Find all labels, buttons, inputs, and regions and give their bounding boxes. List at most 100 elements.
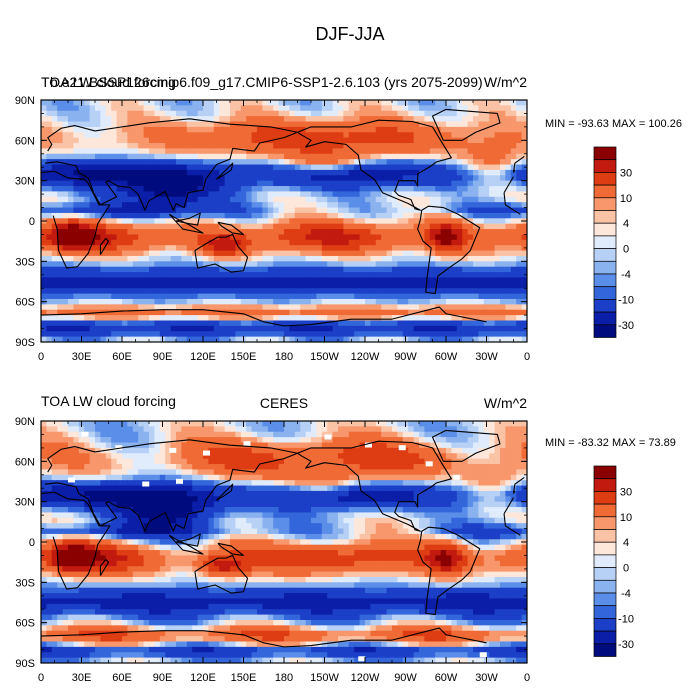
colorbar-box [593, 248, 617, 262]
colorbar-box [593, 529, 617, 543]
lon-tick-label: 90W [394, 672, 417, 684]
colorbar-box [593, 643, 617, 657]
colorbar: 30 10 4 0 -4 -10 -30 [593, 146, 634, 338]
lon-tick-label: 30E [72, 672, 92, 684]
lon-tick-label: 120E [190, 672, 216, 684]
lat-tick-label: 90S [15, 337, 35, 349]
colorbar-box [593, 197, 617, 211]
colorbar-label: -4 [621, 269, 631, 281]
lat-tick-label: 60S [15, 297, 35, 309]
panel-left-title: TOA LW cloud forcing [41, 74, 176, 90]
colorbar-label: 10 [620, 512, 632, 524]
lat-tick-label: 60N [15, 456, 35, 468]
lat-tick-label: 0 [29, 216, 35, 228]
lat-tick-label: 30S [15, 256, 35, 268]
colorbar-label: -30 [618, 639, 634, 651]
colorbar-box [593, 235, 617, 249]
colorbar-label: -4 [621, 588, 631, 600]
lon-tick-label: 90E [153, 351, 173, 363]
lon-tick-label: 0 [38, 672, 44, 684]
lon-tick-label: 30W [475, 351, 498, 363]
colorbar-box [593, 592, 617, 607]
lon-tick-label: 30E [72, 351, 92, 363]
lat-tick-label: 30S [15, 577, 35, 589]
lat-tick-label: 90S [15, 658, 35, 670]
lon-tick-label: 90W [394, 351, 417, 363]
colorbar-box [593, 311, 617, 326]
colorbar-box [593, 146, 617, 161]
colorbar-box [593, 567, 617, 581]
colorbar-box [593, 503, 617, 518]
lon-tick-label: 120W [351, 351, 380, 363]
lon-tick-label: 120W [351, 672, 380, 684]
colorbar-box [593, 516, 617, 530]
colorbar-label: 4 [623, 537, 629, 549]
colorbar-label: 10 [620, 193, 632, 205]
lat-tick-label: 0 [29, 537, 35, 549]
colorbar-box [593, 172, 617, 186]
colorbar: 30 10 4 0 -4 -10 -30 [593, 465, 634, 657]
colorbar-label: 30 [620, 167, 632, 179]
colorbar-box [593, 222, 617, 237]
lon-tick-label: 60W [435, 672, 458, 684]
lon-tick-label: 0 [524, 351, 530, 363]
colorbar-box [593, 541, 617, 556]
lat-tick-label: 60N [15, 135, 35, 147]
panel-model: TOA LW cloud forcing b.e21.BSSP126cmip6.… [15, 74, 682, 363]
lon-tick-label: 60E [112, 672, 132, 684]
lon-tick-label: 150W [310, 351, 339, 363]
colorbar-box [593, 210, 617, 224]
lon-tick-label: 150E [231, 672, 257, 684]
colorbar-label: 0 [623, 244, 629, 256]
panel-units: W/m^2 [484, 74, 527, 90]
colorbar-box [593, 491, 617, 505]
lon-tick-label: 60W [435, 351, 458, 363]
filled-contours [41, 421, 527, 663]
lon-tick-label: 120E [190, 351, 216, 363]
panel-stats: MIN = -83.32 MAX = 73.89 [545, 437, 676, 449]
colorbar-box [593, 630, 617, 645]
colorbar-box [593, 299, 617, 313]
colorbar-box [593, 554, 617, 568]
lat-tick-label: 90N [15, 95, 35, 107]
lat-tick-label: 60S [15, 618, 35, 630]
lon-tick-label: 90E [153, 672, 173, 684]
coastlines [41, 429, 525, 663]
colorbar-box [593, 605, 617, 619]
panel-left-title: TOA LW cloud forcing [41, 393, 176, 409]
coastlines [41, 108, 525, 342]
filled-contours [41, 100, 527, 342]
lon-tick-label: 60E [112, 351, 132, 363]
figure-title: DJF-JJA [316, 24, 385, 44]
colorbar-box [593, 579, 617, 594]
lon-tick-label: 0 [38, 351, 44, 363]
panel-obs: TOA LW cloud forcing CERES W/m^2 MIN = -… [15, 393, 676, 684]
lat-tick-label: 30N [15, 176, 35, 188]
lon-tick-label: 180 [275, 351, 293, 363]
lon-tick-label: 180 [275, 672, 293, 684]
colorbar-label: 30 [620, 486, 632, 498]
lat-tick-label: 30N [15, 497, 35, 509]
lon-tick-label: 30W [475, 672, 498, 684]
colorbar-box [593, 184, 617, 199]
panel-stats: MIN = -93.63 MAX = 100.26 [545, 118, 682, 130]
colorbar-box [593, 465, 617, 480]
colorbar-label: -30 [618, 320, 634, 332]
colorbar-box [593, 159, 617, 173]
lon-tick-label: 150E [231, 351, 257, 363]
colorbar-box [593, 618, 617, 632]
lat-tick-label: 90N [15, 416, 35, 428]
panel-overlap-title: b.e21.BSSP126cmip6.f09_g17.CMIP6-SSP1-2.… [50, 74, 483, 90]
lon-tick-label: 0 [524, 672, 530, 684]
panel-center-title: CERES [260, 395, 308, 411]
panel-units: W/m^2 [484, 395, 527, 411]
colorbar-label: -10 [618, 294, 634, 306]
colorbar-box [593, 324, 617, 338]
lon-tick-label: 150W [310, 672, 339, 684]
colorbar-box [593, 260, 617, 275]
colorbar-box [593, 286, 617, 300]
colorbar-label: 0 [623, 563, 629, 575]
